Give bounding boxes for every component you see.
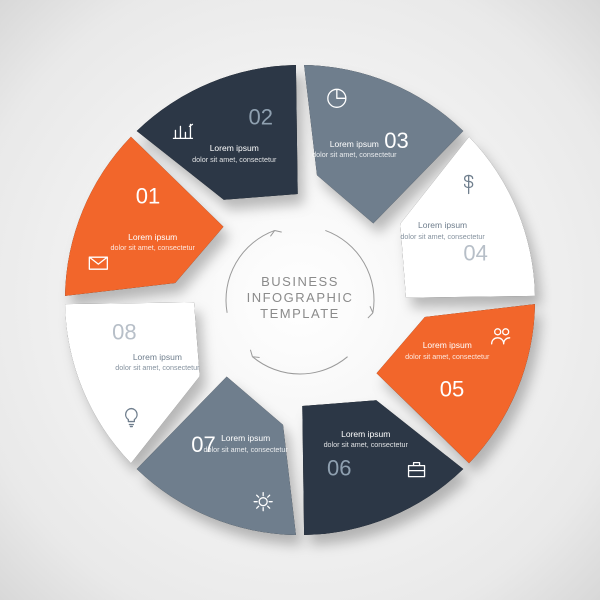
segment-number: 01 xyxy=(136,184,160,209)
segment-title: Lorem ipsum xyxy=(186,143,282,154)
segment-number: 08 xyxy=(112,319,136,344)
segment-desc: dolor sit amet, consectetur xyxy=(105,243,201,252)
center-line3: TEMPLATE xyxy=(260,306,340,321)
segment-desc: dolor sit amet, consectetur xyxy=(318,440,414,449)
segment-title: Lorem ipsum xyxy=(395,220,491,231)
segment-title: Lorem ipsum xyxy=(306,139,402,150)
center-title: BUSINESSINFOGRAPHICTEMPLATE xyxy=(247,274,354,321)
segment-title: Lorem ipsum xyxy=(109,352,205,363)
segment-number: 05 xyxy=(440,376,464,401)
segment-desc: dolor sit amet, consectetur xyxy=(306,150,402,159)
segment-title: Lorem ipsum xyxy=(318,429,414,440)
center-line1: BUSINESS xyxy=(261,274,339,289)
segment-title: Lorem ipsum xyxy=(399,340,495,351)
segment-desc: dolor sit amet, consectetur xyxy=(198,445,294,454)
segment-desc: dolor sit amet, consectetur xyxy=(399,352,495,361)
segment-title: Lorem ipsum xyxy=(198,433,294,444)
segment-desc: dolor sit amet, consectetur xyxy=(186,155,282,164)
segment-desc: dolor sit amet, consectetur xyxy=(395,232,491,241)
segment-desc: dolor sit amet, consectetur xyxy=(109,363,205,372)
segment-number: 02 xyxy=(248,104,272,129)
segment-title: Lorem ipsum xyxy=(105,232,201,243)
center-line2: INFOGRAPHIC xyxy=(247,290,354,305)
